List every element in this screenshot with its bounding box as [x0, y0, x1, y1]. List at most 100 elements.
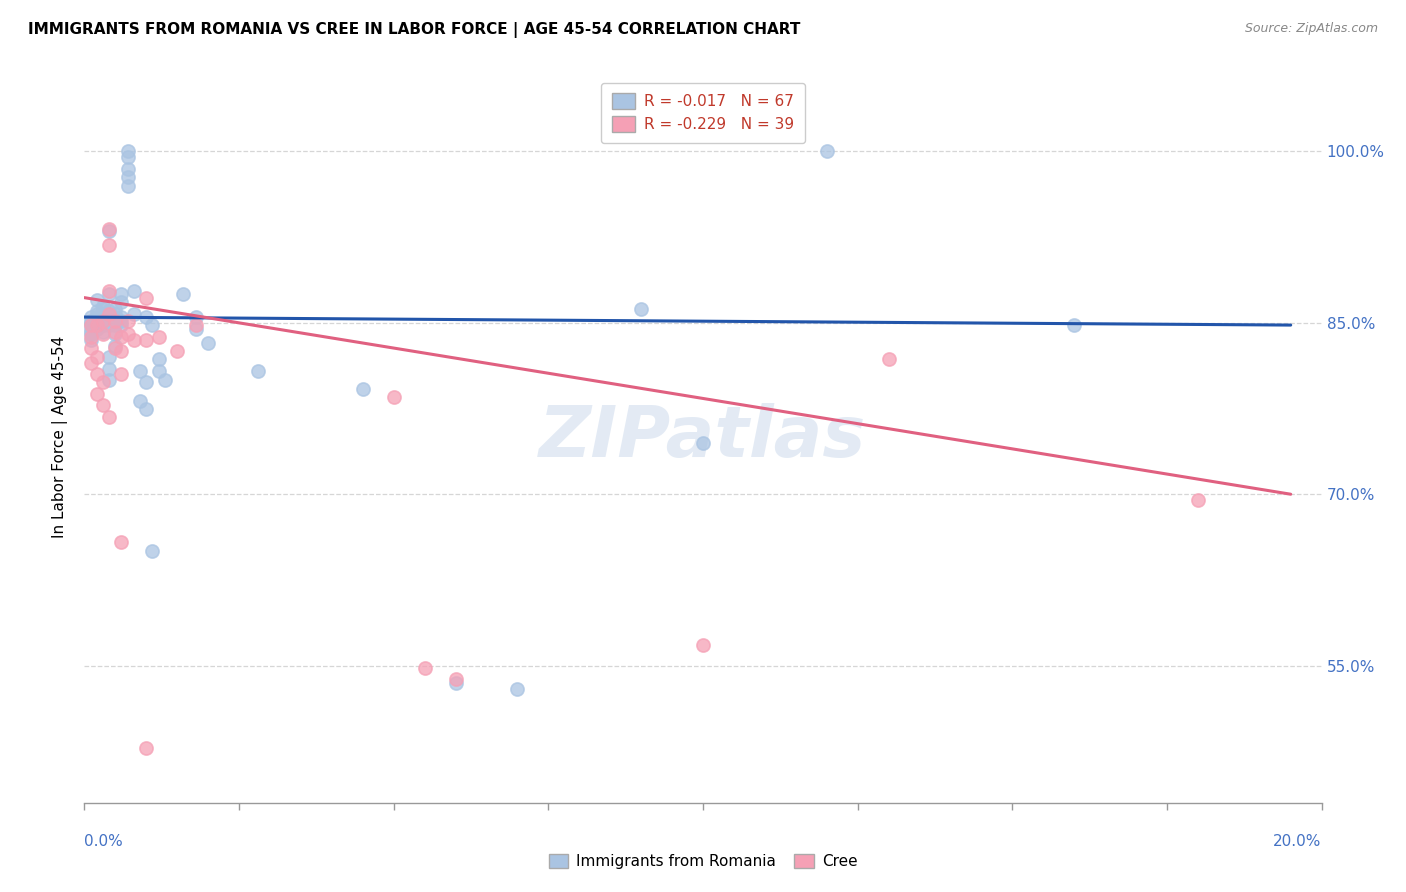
Point	[86, 350, 108, 364]
Text: 20.0%: 20.0%	[1274, 834, 1322, 849]
Legend: Immigrants from Romania, Cree: Immigrants from Romania, Cree	[543, 847, 863, 875]
Point	[98, 284, 121, 298]
Point	[86, 386, 108, 401]
Point	[91, 398, 114, 412]
Point	[79, 318, 101, 332]
Point	[79, 321, 101, 335]
Point	[86, 313, 108, 327]
Point	[98, 318, 121, 332]
Point	[91, 310, 114, 324]
Point	[413, 661, 436, 675]
Point	[104, 341, 127, 355]
Point	[122, 307, 145, 321]
Point	[98, 287, 121, 301]
Point	[148, 364, 170, 378]
Point	[98, 361, 121, 376]
Point	[104, 307, 127, 321]
Point	[506, 681, 529, 696]
Point	[86, 310, 108, 324]
Point	[98, 409, 121, 424]
Point	[141, 318, 163, 332]
Point	[110, 329, 132, 343]
Point	[630, 301, 652, 317]
Point	[166, 344, 188, 359]
Legend: R = -0.017   N = 67, R = -0.229   N = 39: R = -0.017 N = 67, R = -0.229 N = 39	[602, 83, 804, 143]
Point	[117, 150, 139, 164]
Point	[79, 329, 101, 343]
Point	[104, 339, 127, 353]
Point	[86, 307, 108, 321]
Point	[110, 310, 132, 324]
Point	[110, 535, 132, 549]
Point	[197, 336, 219, 351]
Point	[91, 313, 114, 327]
Point	[104, 301, 127, 317]
Point	[153, 373, 176, 387]
Point	[79, 341, 101, 355]
Point	[79, 356, 101, 370]
Point	[104, 325, 127, 339]
Point	[98, 304, 121, 318]
Point	[98, 238, 121, 252]
Text: Source: ZipAtlas.com: Source: ZipAtlas.com	[1244, 22, 1378, 36]
Point	[110, 368, 132, 382]
Point	[382, 390, 405, 404]
Point	[79, 310, 101, 324]
Point	[815, 145, 838, 159]
Point	[692, 638, 714, 652]
Point	[98, 350, 121, 364]
Point	[91, 318, 114, 332]
Point	[79, 316, 101, 330]
Point	[117, 169, 139, 184]
Point	[86, 368, 108, 382]
Text: IMMIGRANTS FROM ROMANIA VS CREE IN LABOR FORCE | AGE 45-54 CORRELATION CHART: IMMIGRANTS FROM ROMANIA VS CREE IN LABOR…	[28, 22, 800, 38]
Point	[444, 675, 467, 690]
Point	[172, 287, 194, 301]
Point	[117, 161, 139, 176]
Point	[79, 313, 101, 327]
Text: 0.0%: 0.0%	[84, 834, 124, 849]
Point	[129, 364, 152, 378]
Point	[86, 318, 108, 332]
Point	[110, 295, 132, 310]
Point	[98, 222, 121, 236]
Point	[86, 321, 108, 335]
Point	[122, 284, 145, 298]
Point	[692, 435, 714, 450]
Point	[141, 544, 163, 558]
Point	[91, 327, 114, 342]
Point	[184, 321, 207, 335]
Point	[79, 325, 101, 339]
Point	[117, 327, 139, 342]
Point	[184, 310, 207, 324]
Point	[104, 327, 127, 342]
Point	[129, 393, 152, 408]
Point	[110, 313, 132, 327]
Point	[79, 327, 101, 342]
Point	[86, 293, 108, 307]
Point	[135, 376, 157, 390]
Point	[135, 333, 157, 347]
Point	[91, 299, 114, 313]
Point	[1063, 318, 1085, 332]
Point	[98, 224, 121, 238]
Point	[135, 401, 157, 416]
Point	[135, 740, 157, 755]
Point	[117, 313, 139, 327]
Point	[104, 313, 127, 327]
Point	[86, 318, 108, 332]
Point	[135, 291, 157, 305]
Point	[110, 318, 132, 332]
Text: ZIPatlas: ZIPatlas	[540, 402, 866, 472]
Point	[117, 145, 139, 159]
Point	[79, 318, 101, 332]
Point	[148, 329, 170, 343]
Point	[184, 318, 207, 332]
Point	[246, 364, 269, 378]
Y-axis label: In Labor Force | Age 45-54: In Labor Force | Age 45-54	[52, 336, 69, 538]
Point	[148, 352, 170, 367]
Point	[135, 310, 157, 324]
Point	[98, 373, 121, 387]
Point	[110, 344, 132, 359]
Point	[117, 178, 139, 193]
